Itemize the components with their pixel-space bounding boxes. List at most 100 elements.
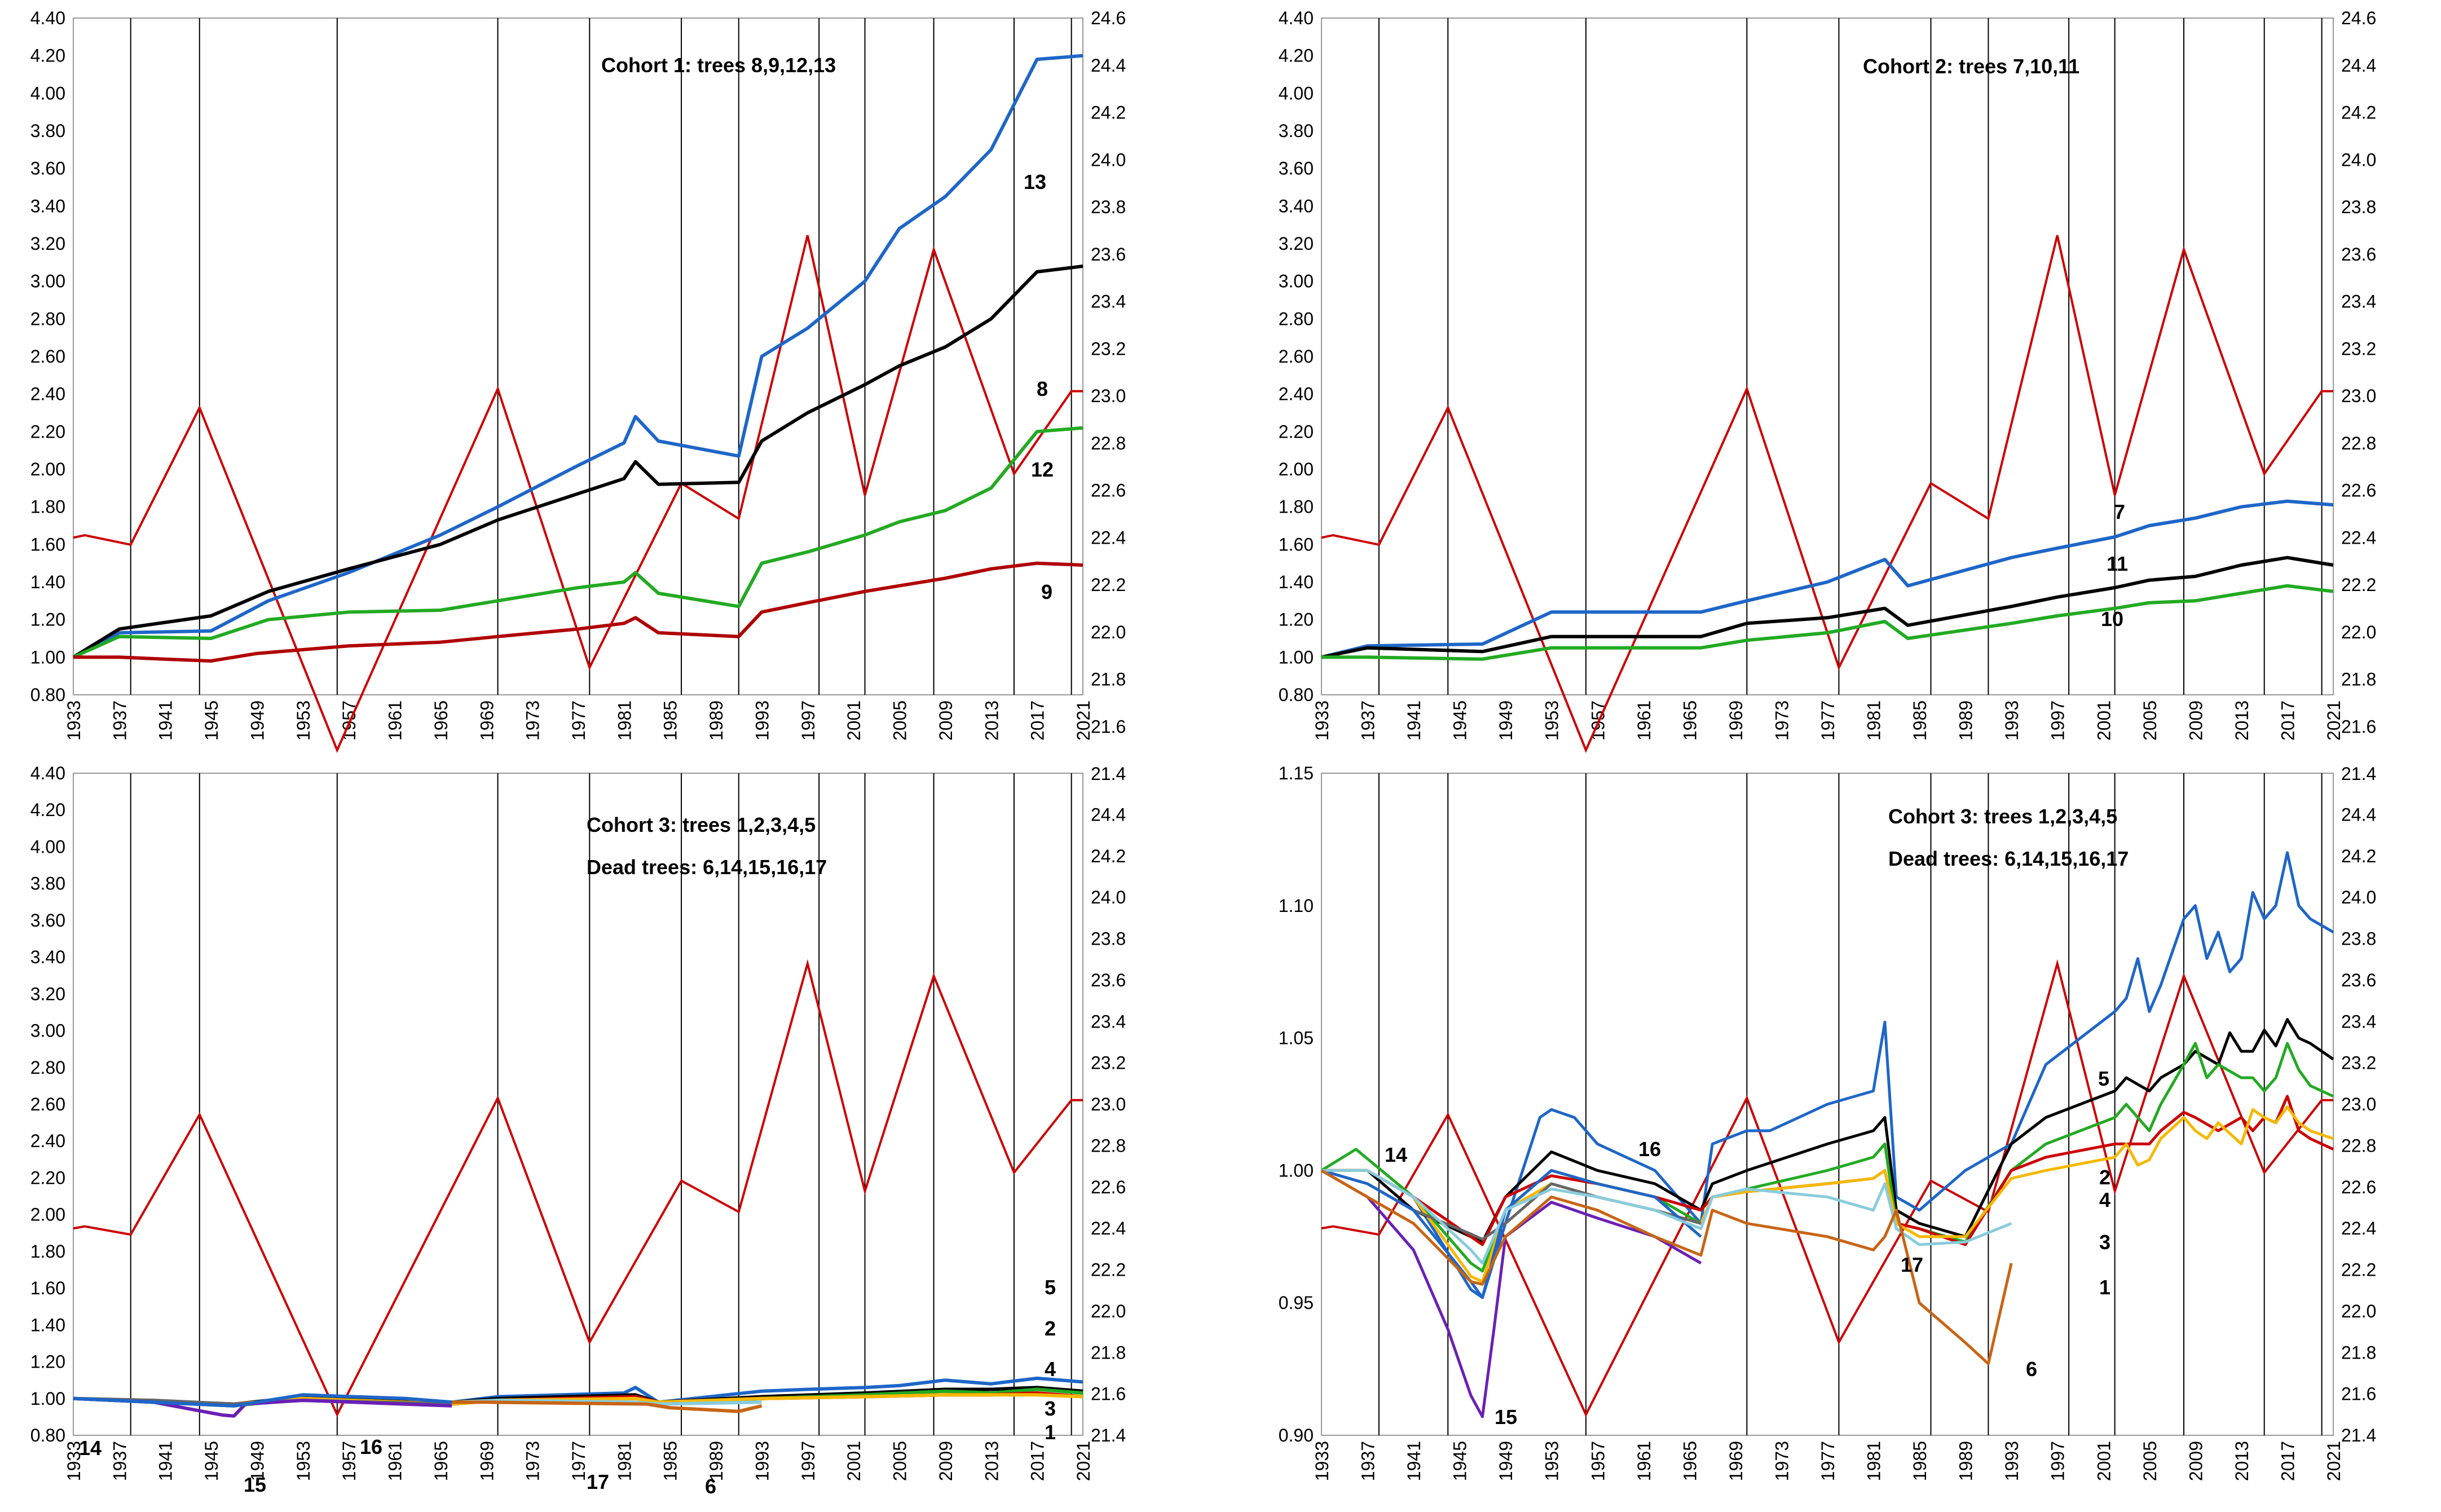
y2-tick-label: 21.6	[2341, 716, 2376, 737]
y-tick-label: 1.00	[30, 647, 65, 667]
x-tick-label: 2017	[2277, 1441, 2298, 1481]
series-line-tree-10	[1321, 584, 2334, 661]
y-tick-label: 1.00	[1279, 1160, 1314, 1180]
x-tick-label: 1933	[64, 700, 84, 740]
x-tick-label: 2005	[2140, 1441, 2160, 1481]
x-tick-label: 1993	[752, 1441, 772, 1481]
y-tick-label: 1.20	[1279, 610, 1314, 630]
y-tick-label: 1.80	[30, 497, 65, 517]
y2-tick-label: 22.2	[1091, 575, 1126, 595]
y-tick-label: 1.60	[1279, 534, 1314, 554]
y-tick-label: 1.80	[1279, 497, 1314, 517]
y2-tick-label: 23.4	[1091, 1011, 1126, 1031]
y-tick-label: 4.20	[30, 46, 65, 66]
x-tick-label: 1961	[385, 1441, 406, 1481]
x-tick-label: 1989	[706, 700, 726, 740]
y-tick-label: 4.40	[30, 8, 65, 28]
chart-panel-cohort-1: 0.80 1.00 1.20 1.40 1.60 1.80 2.00 2.20 2.40 2.60…	[30, 8, 1126, 784]
series-line-tree-7	[1321, 499, 2334, 659]
x-tick-label: 1957	[339, 1441, 359, 1481]
x-tick-label: 1969	[477, 1441, 497, 1481]
x-tick-label: 1989	[1956, 1441, 1976, 1481]
chart-panel-cohort-2: 0.80 1.00 1.20 1.40 1.60 1.80 2.00 2.20 2.40 2.60…	[1279, 8, 2377, 784]
y2-tick-label: 24.4	[1091, 804, 1126, 825]
y2-tick-label: 24.2	[1091, 103, 1126, 123]
y-tick-label: 1.80	[30, 1241, 65, 1262]
y-tick-label: 1.40	[30, 572, 65, 592]
y2-tick-label: 24.0	[1091, 887, 1126, 907]
x-tick-label: 1965	[431, 1441, 451, 1481]
series-line-tree-17	[1321, 1169, 2012, 1265]
x-tick-label: 1977	[1818, 1441, 1838, 1481]
series-label-13: 13	[1024, 170, 1046, 193]
y2-tick-label: 23.2	[1091, 1053, 1126, 1073]
y2-tick-label: 22.6	[1091, 1177, 1126, 1197]
x-tick-label: 1949	[247, 700, 267, 740]
x-tick-label: 2017	[1028, 1441, 1048, 1481]
x-tick-label: 1961	[1634, 1441, 1654, 1481]
series-line-tree-8	[72, 265, 1083, 659]
y-tick-label: 3.80	[30, 121, 65, 141]
series-line-tree-1	[73, 1393, 1083, 1406]
series-label-12: 12	[1031, 458, 1054, 481]
series-label-7: 7	[2114, 500, 2125, 523]
series-label-4: 4	[2099, 1188, 2110, 1211]
y-tick-label: 1.60	[30, 1278, 65, 1298]
series-label-3: 3	[2099, 1231, 2110, 1254]
y-tick-label: 2.40	[30, 1131, 65, 1151]
y2-tick-label: 21.4	[1091, 764, 1126, 784]
x-tick-label: 1997	[798, 1441, 818, 1481]
x-tick-label: 1973	[1772, 1441, 1792, 1481]
y-tick-label: 1.10	[1279, 896, 1314, 916]
y-tick-label: 2.60	[30, 1094, 65, 1114]
x-tick-label: 1953	[293, 700, 314, 740]
x-tick-label: 1969	[1726, 700, 1746, 740]
plot-frame	[73, 17, 1083, 695]
x-tick-label: 2001	[844, 1441, 864, 1481]
y2-tick-label: 22.0	[2341, 622, 2376, 642]
y-tick-label: 0.95	[1279, 1293, 1314, 1313]
x-tick-label: 1965	[1680, 700, 1700, 740]
y2-tick-label: 23.6	[1091, 244, 1126, 265]
y-tick-label: 1.40	[30, 1315, 65, 1335]
y2-tick-label: 22.4	[1091, 1218, 1126, 1238]
series-line-tree-13	[72, 54, 1083, 659]
y-tick-label: 3.60	[30, 910, 65, 931]
y2-tick-label: 23.8	[2341, 197, 2376, 217]
y-tick-label: 2.00	[30, 459, 65, 479]
y-tick-label: 0.80	[30, 685, 65, 705]
x-tick-label: 2001	[2094, 700, 2114, 740]
x-tick-label: 2009	[2186, 1441, 2206, 1481]
x-tick-label: 2021	[1073, 700, 1094, 740]
y-tick-label: 4.40	[30, 763, 65, 783]
x-tick-label: 1985	[660, 1441, 681, 1481]
y2-tick-label: 21.6	[2341, 1384, 2376, 1404]
y2-tick-label: 23.6	[2341, 970, 2376, 990]
temperature-line	[73, 959, 1083, 1417]
y2-tick-label: 23.2	[2341, 338, 2376, 359]
x-tick-label: 1969	[477, 700, 497, 740]
y-tick-label: 2.20	[1279, 421, 1314, 442]
series-label-1: 1	[2099, 1276, 2110, 1299]
series-line-tree-16	[73, 1393, 452, 1408]
y2-tick-label: 24.2	[2341, 103, 2376, 123]
x-tick-label: 1961	[385, 700, 406, 740]
temperature-line	[1321, 959, 2333, 1417]
y2-tick-label: 22.0	[1091, 622, 1126, 642]
x-tick-label: 1993	[2002, 1441, 2022, 1481]
y-tick-label: 3.00	[1279, 271, 1314, 292]
x-tick-label: 1957	[1588, 1441, 1608, 1481]
series-label-8: 8	[1037, 377, 1048, 400]
y2-tick-label: 22.2	[2341, 575, 2376, 595]
x-tick-label: 1985	[1910, 1441, 1930, 1481]
y2-tick-label: 23.0	[2341, 386, 2376, 406]
y-tick-label: 4.20	[30, 800, 65, 820]
x-tick-label: 1969	[1726, 1441, 1746, 1481]
y2-tick-label: 23.8	[1091, 929, 1126, 949]
y2-tick-label: 24.6	[2341, 8, 2376, 28]
y2-tick-label: 23.4	[2341, 1011, 2376, 1031]
y-tick-label: 4.20	[1279, 46, 1314, 66]
series-label-15: 15	[244, 1473, 266, 1496]
y2-tick-label: 23.4	[1091, 292, 1126, 312]
x-tick-label: 1977	[1818, 700, 1838, 740]
